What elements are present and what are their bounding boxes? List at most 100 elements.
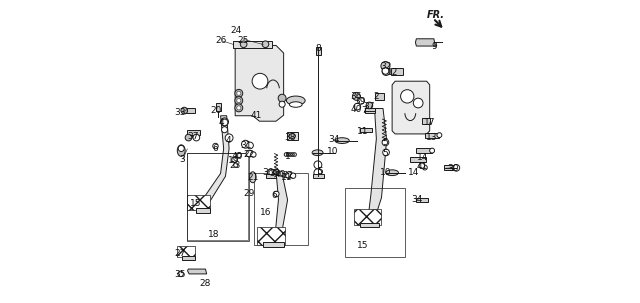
Circle shape [437,133,442,138]
Bar [316,47,321,55]
Text: 15: 15 [356,241,368,250]
Bar [263,242,284,247]
Text: 11: 11 [356,127,368,136]
Circle shape [232,157,237,162]
Text: 23: 23 [230,161,241,170]
Circle shape [285,172,292,178]
Bar [416,198,428,202]
Bar [185,108,195,113]
Circle shape [235,97,243,105]
Circle shape [429,148,435,153]
Text: 8: 8 [316,44,321,53]
Circle shape [274,191,279,197]
Text: 40: 40 [275,170,286,179]
Bar [410,157,426,162]
Text: 10: 10 [380,168,392,177]
Text: 17: 17 [424,118,435,127]
Text: 15: 15 [190,198,202,208]
Circle shape [366,102,372,109]
Circle shape [358,98,364,104]
Text: 3: 3 [179,155,185,164]
Circle shape [236,153,241,158]
Bar [187,195,211,210]
Circle shape [382,139,388,146]
Bar [254,173,308,245]
Circle shape [221,119,228,126]
Circle shape [240,41,247,48]
Text: 21: 21 [247,173,259,182]
Circle shape [181,107,188,114]
Text: 33: 33 [174,108,186,117]
Circle shape [268,169,274,175]
Text: 14: 14 [417,153,429,162]
Text: 35: 35 [174,270,186,279]
Circle shape [314,169,322,177]
Polygon shape [201,116,229,204]
Circle shape [235,104,243,112]
Text: 18: 18 [208,230,220,239]
Bar [360,223,379,227]
Polygon shape [188,269,207,274]
Circle shape [291,173,296,178]
Text: 34: 34 [328,135,339,144]
Bar [417,148,432,153]
Circle shape [235,89,243,97]
Text: 12: 12 [387,68,399,77]
Text: 6: 6 [212,144,218,153]
Bar [188,153,248,240]
Text: 41: 41 [417,162,428,171]
Text: 7: 7 [361,106,367,115]
Text: 32: 32 [380,62,392,71]
Text: 37: 37 [187,132,198,141]
Bar [257,227,285,245]
Text: 31: 31 [240,141,252,150]
Text: 4: 4 [219,118,225,127]
Text: 36: 36 [263,168,275,177]
Ellipse shape [386,170,399,176]
Circle shape [237,106,241,110]
Bar [425,133,439,138]
Circle shape [178,145,184,152]
Text: 39: 39 [269,169,280,178]
Circle shape [237,98,241,103]
Circle shape [383,149,389,156]
Circle shape [251,152,256,157]
Bar [182,256,195,260]
Text: 14: 14 [408,168,420,177]
Circle shape [212,143,218,149]
Circle shape [382,68,388,74]
Bar [345,188,405,257]
Text: 6: 6 [271,191,277,200]
Text: 27: 27 [174,248,186,258]
Bar [266,174,276,178]
Circle shape [381,62,390,71]
Circle shape [453,165,460,171]
Ellipse shape [286,96,305,105]
Circle shape [278,171,283,176]
Circle shape [382,68,390,75]
Circle shape [422,165,428,170]
Text: 16: 16 [260,208,271,217]
Text: 5: 5 [382,138,388,147]
Text: 5: 5 [317,167,323,176]
Ellipse shape [289,102,302,107]
Circle shape [246,142,253,149]
Circle shape [178,271,183,277]
Text: 24: 24 [230,26,242,35]
Circle shape [252,73,268,89]
Circle shape [401,90,414,103]
Circle shape [279,101,285,107]
Bar [177,246,195,257]
Bar [422,118,430,124]
Circle shape [241,140,250,148]
Text: 37: 37 [364,102,375,111]
Circle shape [262,41,269,48]
Circle shape [221,118,228,126]
Bar [216,103,221,111]
Bar [390,68,403,75]
Text: 29: 29 [243,189,255,198]
Circle shape [314,161,322,169]
Ellipse shape [177,145,185,156]
Text: 22: 22 [283,171,294,180]
Circle shape [185,134,192,141]
